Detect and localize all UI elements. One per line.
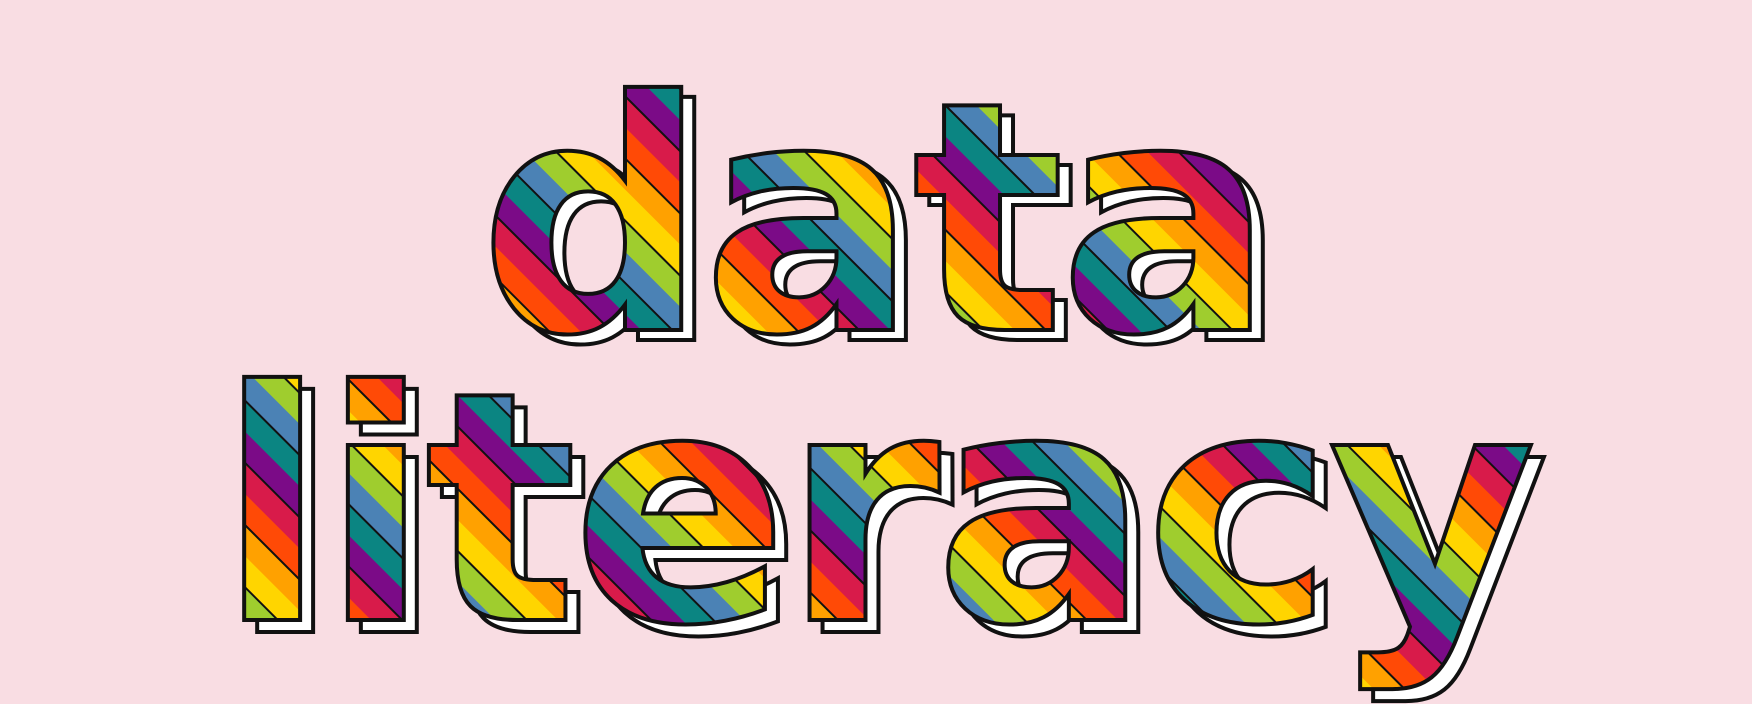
word-data-shadow: data <box>492 44 1282 416</box>
word-literacy: literacy <box>217 324 1533 696</box>
word-literacy-shadow: literacy <box>230 336 1546 704</box>
word-data: data <box>479 34 1269 406</box>
